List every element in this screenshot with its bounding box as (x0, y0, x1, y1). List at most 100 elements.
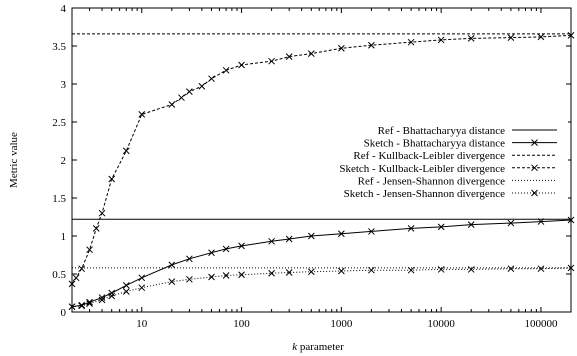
data-point (407, 266, 415, 274)
data-point (338, 230, 345, 238)
data-point (168, 261, 176, 269)
series-line (71, 267, 572, 308)
data-point (238, 61, 245, 69)
data-point (307, 268, 315, 276)
data-point (537, 218, 545, 225)
data-point (138, 274, 146, 282)
data-point (285, 269, 293, 276)
data-point (98, 296, 106, 304)
data-point (437, 266, 445, 273)
data-point (178, 94, 185, 102)
legend-label: Sketch - Bhattacharyya distance (364, 138, 506, 150)
data-point (78, 265, 86, 273)
data-point (285, 53, 293, 60)
data-point (507, 265, 515, 273)
data-point (186, 275, 193, 283)
data-point (507, 34, 515, 41)
data-point (467, 266, 475, 273)
x-axis-label-italic: k (292, 341, 298, 353)
legend-entry: Sketch - Jensen-Shannon divergence (344, 188, 557, 200)
data-point (507, 219, 515, 227)
y-tick-label: 3.5 (52, 41, 66, 53)
data-point (338, 267, 345, 275)
data-point (198, 82, 206, 90)
data-point (437, 223, 445, 231)
data-point (222, 245, 230, 253)
data-point (368, 41, 375, 49)
x-tick-label: 1000 (330, 318, 353, 330)
data-point (285, 235, 293, 243)
x-tick-label: 10000 (427, 318, 455, 330)
x-axis-label-rest: parameter (297, 341, 344, 353)
data-point (122, 282, 130, 289)
data-point (407, 225, 415, 232)
data-point (222, 66, 230, 74)
data-point (537, 265, 545, 273)
sketch-series (68, 264, 575, 311)
x-tick-label: 100000 (524, 318, 558, 330)
data-point (467, 35, 475, 42)
data-point (238, 242, 245, 250)
data-point (168, 101, 176, 108)
data-point (208, 273, 215, 281)
series-line (71, 34, 572, 285)
data-point (268, 237, 275, 245)
data-point (78, 302, 86, 310)
x-tick-label: 100 (233, 318, 250, 330)
legend-marker (531, 189, 538, 197)
data-point (108, 292, 116, 300)
legend-label: Ref - Bhattacharyya distance (378, 125, 505, 137)
data-point (268, 269, 275, 277)
y-tick-label: 0.5 (52, 269, 66, 281)
data-point (108, 289, 116, 297)
data-point (338, 44, 345, 52)
data-point (307, 232, 315, 240)
y-tick-label: 4 (61, 3, 67, 15)
data-point (368, 266, 375, 274)
axes: 0 0.5 1 1.5 2 2.5 3 3.5 4 10 100 1000 10000 100000 (52, 3, 572, 330)
data-point (368, 228, 375, 235)
y-tick-label: 0 (61, 307, 67, 319)
legend-label: Ref - Kullback-Leibler divergence (353, 150, 505, 162)
data-point (186, 88, 193, 95)
data-point (108, 175, 116, 183)
data-point (98, 294, 106, 301)
data-point (138, 284, 146, 292)
data-point (537, 33, 545, 41)
data-point (98, 209, 106, 217)
x-tick-label: 10 (136, 318, 148, 330)
legend-entry: Ref - Jensen-Shannon divergence (358, 175, 557, 187)
data-point (72, 274, 80, 282)
data-point (407, 38, 415, 46)
data-point (222, 272, 230, 279)
legend-entry: Ref - Kullback-Leibler divergence (353, 150, 557, 162)
data-point (467, 221, 475, 228)
data-point (122, 147, 130, 155)
series-line (71, 219, 572, 308)
data-point (268, 57, 275, 65)
legend-marker (531, 164, 538, 172)
legend-entry: Sketch - Kullback-Leibler divergence (339, 163, 557, 175)
data-point (78, 301, 86, 309)
data-point (307, 50, 315, 57)
legend-background (290, 121, 568, 199)
legend-marker (531, 139, 538, 146)
data-point (122, 288, 130, 295)
sketch-series (68, 216, 575, 311)
y-tick-label: 2.5 (52, 117, 66, 129)
data-point (186, 255, 193, 263)
plot-area (68, 32, 575, 311)
data-point (86, 300, 93, 307)
data-point (208, 249, 215, 257)
y-tick-label: 1 (61, 231, 67, 243)
data-point (238, 271, 245, 279)
y-tick-label: 3 (61, 79, 67, 91)
x-axis-label: k parameter (292, 341, 344, 353)
data-point (92, 225, 100, 232)
data-point (208, 75, 215, 83)
y-tick-label: 2 (61, 155, 67, 167)
y-axis-label: Metric value (8, 132, 20, 188)
y-tick-label: 1.5 (52, 193, 66, 205)
